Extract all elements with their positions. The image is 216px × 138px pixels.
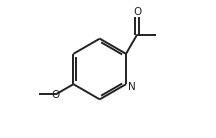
Text: O: O [51,91,59,100]
Text: N: N [127,82,135,92]
Text: O: O [133,7,141,17]
